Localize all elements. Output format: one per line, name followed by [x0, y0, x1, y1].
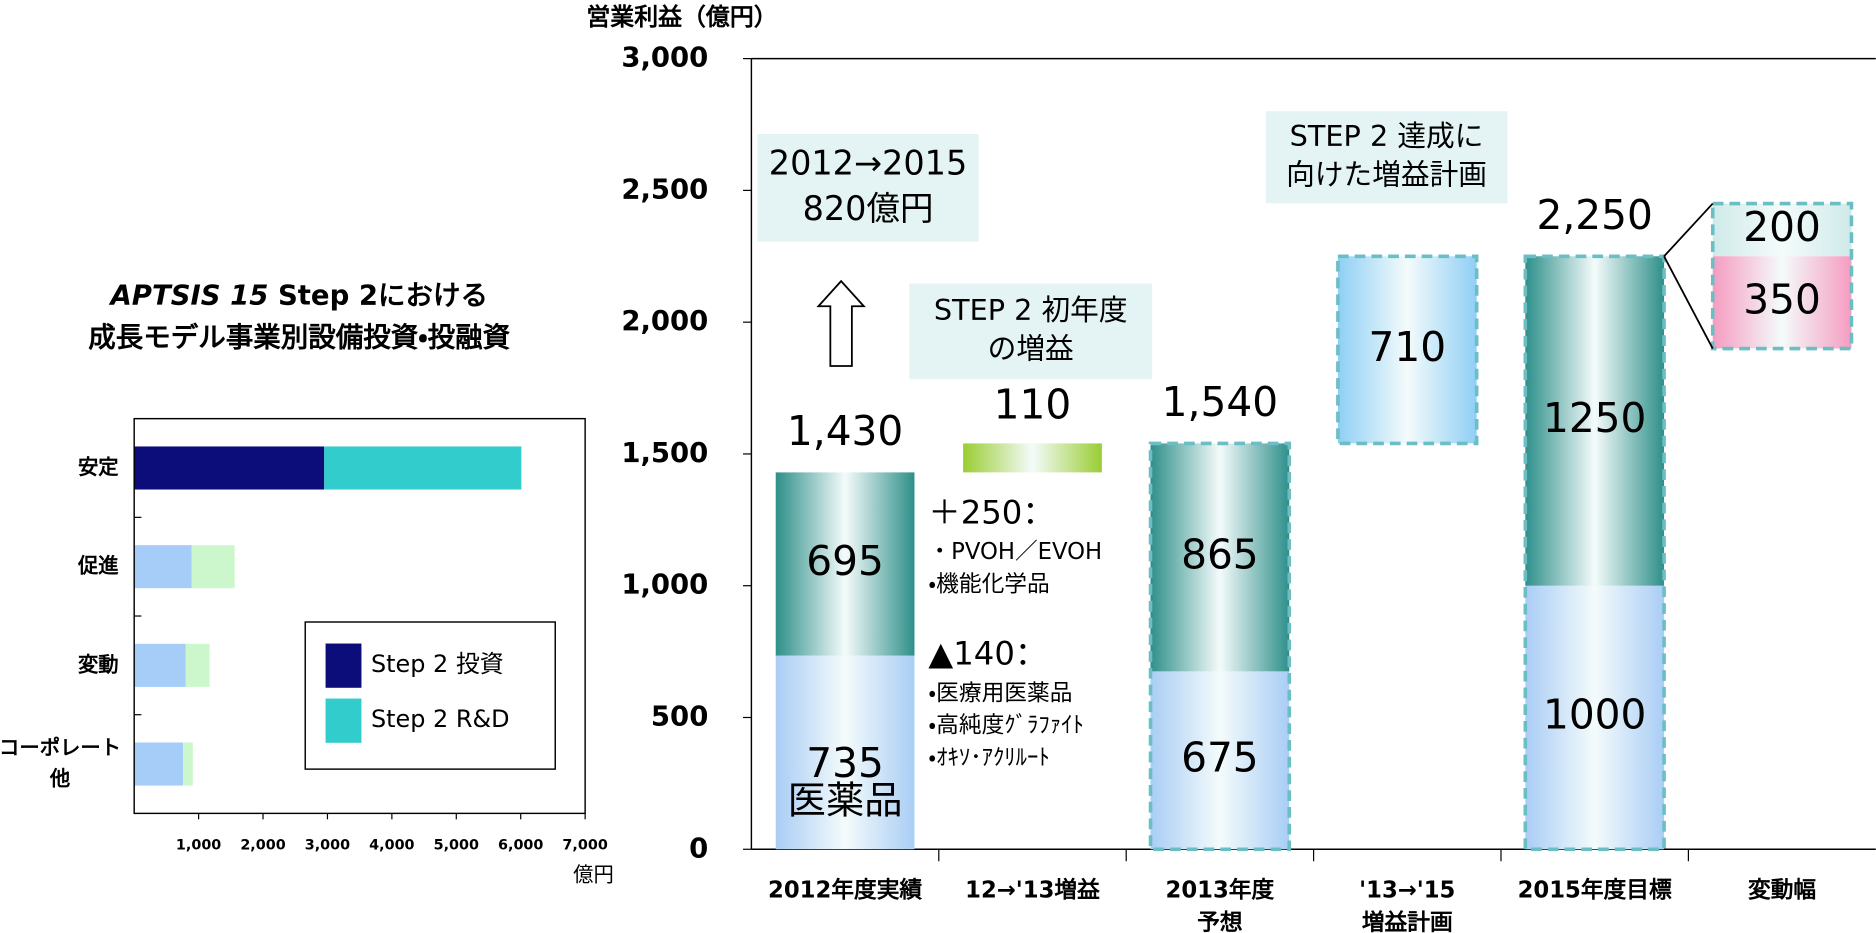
x-tick-label: '13→'15	[1359, 878, 1455, 904]
column-outline	[1710, 201, 1854, 351]
bar	[134, 643, 186, 687]
value-label: 1000	[1543, 690, 1646, 738]
step-bar	[1337, 256, 1477, 444]
value-label: 675	[1181, 733, 1259, 781]
x-tick-label: 2013年度	[1166, 877, 1275, 904]
x-axis-label: 億円	[573, 863, 614, 887]
note-heading: ＋250：	[928, 493, 1054, 531]
legend-label: Step 2 投資	[371, 650, 504, 678]
annotation-text: 向けた増益計画	[1286, 157, 1487, 191]
x-tick-label: 2015年度目標	[1518, 877, 1672, 904]
y-tick-label: 1,500	[621, 437, 708, 469]
bar	[134, 446, 325, 490]
annotation-text: の増益	[988, 331, 1074, 365]
annotation-box	[909, 283, 1153, 380]
title-part: APTSIS 15	[109, 280, 269, 312]
bar-segment	[1150, 443, 1290, 672]
y-axis-label: 営業利益（億円）	[586, 3, 777, 31]
y-tick-label: 他	[49, 767, 70, 791]
column-outline	[1523, 254, 1666, 852]
legend-swatch	[325, 698, 362, 743]
value-label: 865	[1181, 530, 1259, 578]
value-label: 110	[994, 381, 1072, 429]
value-label: 735	[806, 739, 884, 787]
up-arrow	[816, 279, 866, 367]
total-label: 2,250	[1536, 191, 1652, 239]
note-item: ・機能化学品	[928, 571, 1049, 597]
bar-segment	[1525, 585, 1665, 850]
annotation-box	[1265, 111, 1508, 204]
bar	[324, 446, 522, 490]
y-tick-label: 0	[689, 832, 708, 864]
x-tick-label: 7,000	[562, 838, 607, 854]
y-tick-label: 2,000	[621, 305, 708, 337]
annotation-text: STEP 2 初年度	[934, 293, 1128, 327]
column-outline	[1148, 441, 1292, 852]
plot-frame	[133, 417, 586, 815]
bar	[183, 742, 193, 786]
step-bar	[963, 443, 1102, 473]
y-tick-label: 1,000	[621, 569, 708, 601]
annotation-text: STEP 2 達成に	[1290, 119, 1484, 153]
value-label: 200	[1743, 203, 1821, 251]
y-tick-label: コーポレート	[0, 735, 121, 759]
profit-chart: 営業利益（億円） 0 500 1,000 1,500 2,000 2,500 3,000 201…	[586, 3, 1876, 933]
annotation-box	[757, 133, 979, 242]
x-tick-label: 12→'13増益	[965, 877, 1100, 904]
note-item: ・ｵｷｿ･ｱｸﾘﾙｰﾄ	[928, 745, 1049, 771]
value-label: 1250	[1543, 394, 1646, 442]
bar-segment	[1150, 671, 1290, 850]
total-label: 1,430	[787, 407, 903, 455]
connector	[1663, 255, 1714, 349]
title-part: Step 2における	[278, 280, 488, 312]
y-tick-label: 変動	[78, 652, 119, 676]
x-tick-label: 増益計画	[1362, 909, 1453, 933]
x-tick-label: 6,000	[498, 838, 543, 854]
legend-swatch	[325, 643, 362, 688]
note-item: ・医療用医薬品	[928, 680, 1072, 706]
note-item: ・高純度ｸﾞﾗﾌｧｲﾄ	[928, 713, 1083, 739]
column-outline	[1336, 254, 1479, 446]
y-tick-label: 2,500	[621, 173, 708, 205]
x-tick-label: 3,000	[305, 838, 350, 854]
bar-segment	[775, 472, 915, 656]
y-tick-label: 3,000	[621, 42, 708, 74]
connector	[1663, 202, 1714, 257]
segment-name: 医薬品	[788, 778, 903, 823]
value-label: 695	[806, 537, 884, 585]
capex-chart: APTSIS 15 Step 2における成長モデル事業別設備投資・投融資安定促進変…	[0, 280, 614, 887]
note-heading: ▲140：	[928, 634, 1047, 672]
bar	[134, 545, 192, 589]
x-tick-label: 4,000	[369, 838, 414, 854]
chart-title: APTSIS 15 Step 2における	[109, 280, 488, 312]
bar	[185, 643, 210, 687]
range-down	[1712, 256, 1852, 349]
x-tick-label: 2,000	[240, 838, 285, 854]
y-tick-label: 促進	[77, 554, 119, 578]
value-label: 710	[1368, 323, 1446, 371]
bar	[191, 545, 235, 589]
x-tick-label: 1,000	[176, 838, 221, 854]
note-item: ・PVOH／EVOH	[928, 539, 1102, 565]
annotation-text: 2012→2015	[769, 144, 968, 183]
total-label: 1,540	[1162, 378, 1278, 426]
range-up	[1712, 203, 1852, 257]
y-tick-label: 安定	[78, 455, 119, 479]
x-tick-label: 予想	[1197, 910, 1243, 933]
bar	[134, 742, 184, 786]
y-tick-label: 500	[651, 700, 708, 732]
bar-segment	[775, 655, 915, 850]
x-tick-label: 2012年度実績	[768, 877, 922, 904]
x-tick-label: 5,000	[434, 838, 479, 854]
legend-label: Step 2 R&D	[371, 705, 510, 733]
value-label: 350	[1743, 275, 1821, 323]
bar-segment	[1525, 256, 1665, 586]
x-tick-label: 変動幅	[1748, 878, 1816, 904]
annotation-text: 820億円	[803, 189, 934, 228]
chart-title: 成長モデル事業別設備投資・投融資	[88, 322, 510, 354]
